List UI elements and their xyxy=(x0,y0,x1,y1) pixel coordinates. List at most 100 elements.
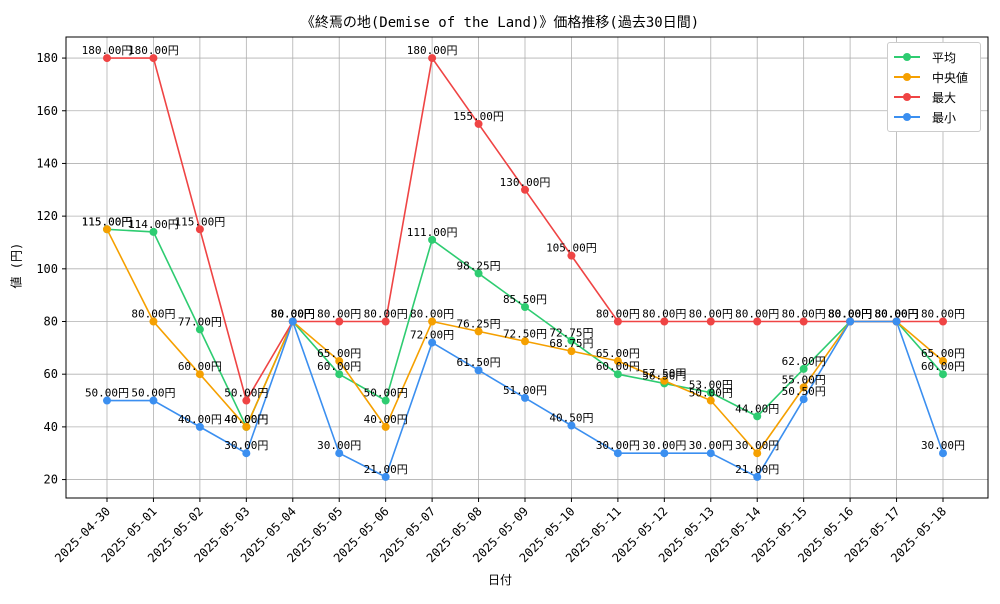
legend-item-median: 中央値 xyxy=(894,67,978,87)
data-label-max: 80.00円 xyxy=(642,308,686,321)
data-label-max: 80.00円 xyxy=(689,308,733,321)
data-point-average xyxy=(195,325,204,334)
data-point-max xyxy=(613,317,622,326)
data-label-max: 115.00円 xyxy=(175,215,226,228)
data-point-median xyxy=(474,327,483,336)
data-label-average: 80.00円 xyxy=(271,308,315,321)
data-label-median: 80.00円 xyxy=(271,308,315,321)
data-point-max xyxy=(939,317,947,326)
data-label-max: 180.00円 xyxy=(407,44,458,57)
data-label-min: 80.00円 xyxy=(828,308,872,321)
data-label-max: 80.00円 xyxy=(828,308,872,321)
y-tick-label: 20 xyxy=(44,473,58,487)
data-point-average xyxy=(521,303,529,312)
data-point-average xyxy=(335,370,344,379)
data-label-average: 98.25円 xyxy=(456,259,500,272)
data-point-median xyxy=(939,357,947,366)
data-point-median xyxy=(567,347,576,356)
data-point-max xyxy=(381,317,390,326)
data-label-median: 50.00円 xyxy=(689,387,733,400)
legend-marker-median xyxy=(903,73,911,81)
data-label-min: 30.00円 xyxy=(596,439,640,452)
data-label-min: 72.00円 xyxy=(410,329,454,342)
data-label-min: 51.00円 xyxy=(503,384,547,397)
data-label-average: 53.00円 xyxy=(689,379,733,392)
data-label-median: 55.00円 xyxy=(782,373,826,386)
data-point-min xyxy=(242,449,251,458)
data-label-min: 50.00円 xyxy=(131,387,175,400)
data-label-min: 30.00円 xyxy=(689,439,733,452)
data-label-median: 57.50円 xyxy=(642,367,686,380)
data-point-min xyxy=(288,317,297,326)
data-label-median: 40.00円 xyxy=(224,413,268,426)
legend-label-median: 中央値 xyxy=(932,71,969,85)
data-label-max: 130.00円 xyxy=(500,176,551,189)
data-label-max: 155.00円 xyxy=(453,110,504,123)
data-point-average xyxy=(428,235,437,244)
data-label-max: 80.00円 xyxy=(782,308,826,321)
data-label-average: 60.00円 xyxy=(596,360,640,373)
data-label-median: 115.00円 xyxy=(82,215,133,228)
data-label-min: 40.50円 xyxy=(549,412,593,425)
data-label-min: 21.00円 xyxy=(364,463,408,476)
data-point-median xyxy=(149,317,158,326)
data-point-median xyxy=(103,225,111,234)
data-label-max: 80.00円 xyxy=(271,308,315,321)
data-point-min xyxy=(567,421,576,430)
legend-marker-min xyxy=(903,113,911,121)
data-label-min: 80.00円 xyxy=(271,308,315,321)
data-point-max xyxy=(242,396,251,405)
data-label-max: 80.00円 xyxy=(364,308,408,321)
data-label-average: 114.00円 xyxy=(128,218,179,231)
data-point-min xyxy=(613,449,622,458)
data-point-min xyxy=(149,396,158,405)
data-label-average: 44.00円 xyxy=(735,402,779,415)
data-point-min xyxy=(706,449,715,458)
data-point-min xyxy=(428,338,437,347)
data-label-max: 80.00円 xyxy=(874,308,918,321)
y-tick-label: 40 xyxy=(44,420,58,434)
data-label-average: 111.00円 xyxy=(407,226,458,239)
data-point-min xyxy=(335,449,344,458)
data-point-max xyxy=(660,317,669,326)
data-label-max: 80.00円 xyxy=(317,308,361,321)
data-point-min xyxy=(939,449,947,458)
data-label-min: 40.00円 xyxy=(178,413,222,426)
data-point-min xyxy=(381,472,390,481)
data-label-median: 80.00円 xyxy=(828,308,872,321)
legend-item-min: 最小 xyxy=(894,107,978,127)
data-label-min: 80.00円 xyxy=(874,308,918,321)
data-point-average xyxy=(149,227,158,236)
data-point-min xyxy=(753,472,762,481)
data-label-average: 50.00円 xyxy=(364,387,408,400)
legend-item-max: 最大 xyxy=(894,87,978,107)
data-point-average xyxy=(381,396,390,405)
data-label-average: 115.00円 xyxy=(82,215,133,228)
data-point-max xyxy=(753,317,762,326)
data-point-median xyxy=(613,357,622,366)
data-point-min xyxy=(195,422,204,431)
chart-title: 《終焉の地(Demise of the Land)》価格推移(過去30日間) xyxy=(300,15,700,31)
data-label-median: 80.00円 xyxy=(131,308,175,321)
legend-label-min: 最小 xyxy=(932,111,957,125)
y-tick-label: 160 xyxy=(36,104,58,118)
x-axis-label: 日付 xyxy=(487,573,512,587)
data-point-max xyxy=(428,54,437,63)
y-tick-label: 120 xyxy=(36,209,58,223)
data-label-max: 180.00円 xyxy=(82,44,133,57)
y-tick-label: 180 xyxy=(36,51,58,65)
data-point-average xyxy=(753,412,762,421)
data-point-median xyxy=(753,449,762,458)
y-tick-label: 100 xyxy=(36,262,58,276)
data-point-min xyxy=(103,396,111,405)
data-label-min: 61.50円 xyxy=(456,356,500,369)
data-point-median xyxy=(428,317,437,326)
data-label-max: 80.00円 xyxy=(596,308,640,321)
y-axis-label: 値 (円) xyxy=(9,242,24,289)
data-point-max xyxy=(521,185,529,194)
legend: 平均 中央値 最大 最小 xyxy=(887,42,981,132)
data-label-average: 80.00円 xyxy=(828,308,872,321)
data-label-median: 72.50円 xyxy=(503,327,547,340)
data-point-median xyxy=(242,422,251,431)
